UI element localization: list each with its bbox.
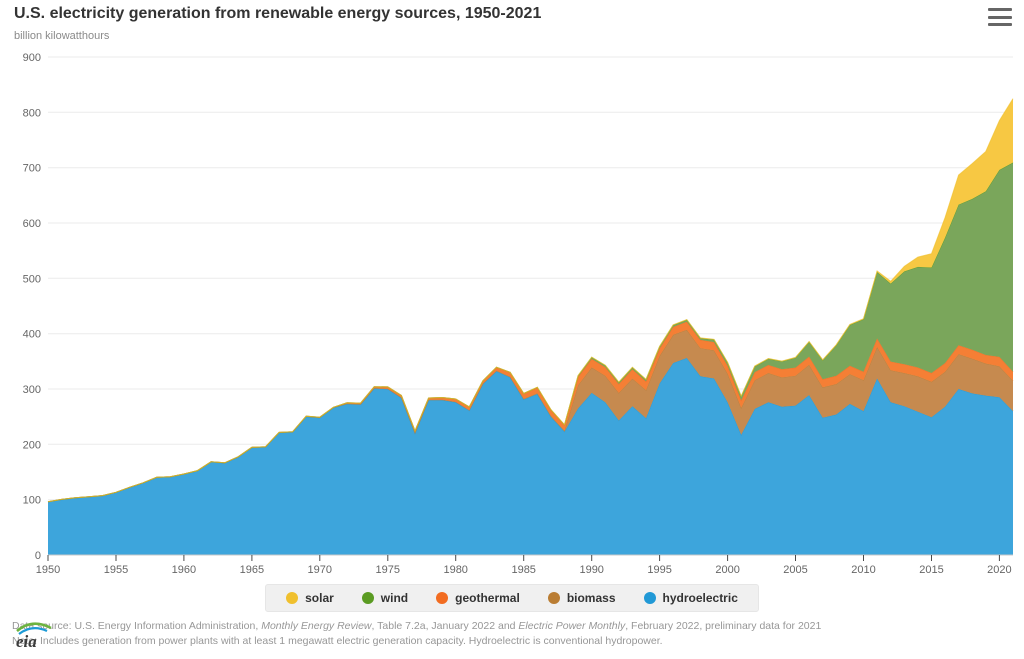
footer-text-segment: Data source: U.S. Energy Information Adm… <box>12 620 262 632</box>
x-axis-label: 1990 <box>579 564 603 576</box>
eia-logo-text: eia <box>16 632 37 651</box>
menu-bar <box>988 15 1012 19</box>
eia-logo: eia <box>16 622 52 651</box>
footer: eia Data source: U.S. Energy Information… <box>12 619 821 651</box>
x-axis-label: 2000 <box>715 564 739 576</box>
y-axis-label: 0 <box>35 550 41 562</box>
footer-text-segment: Electric Power Monthly <box>518 620 626 632</box>
x-axis-label: 1970 <box>308 564 332 576</box>
geothermal-legend-dot-icon <box>436 592 449 604</box>
x-axis-label: 1975 <box>376 564 400 576</box>
y-axis-label: 700 <box>23 163 41 175</box>
y-axis-label: 200 <box>23 439 41 451</box>
legend-item-biomass[interactable]: biomass <box>547 591 616 605</box>
wind-legend-dot-icon <box>361 592 374 604</box>
y-axis-label: 900 <box>23 52 41 64</box>
legend-label: geothermal <box>455 591 520 605</box>
footer-text-segment: , February 2022, preliminary data for 20… <box>625 620 822 632</box>
footer-text-segment: Note: Includes generation from power pla… <box>12 635 663 647</box>
y-axis-label: 100 <box>23 495 41 507</box>
data-source-note: Data source: U.S. Energy Information Adm… <box>12 619 821 634</box>
x-axis-label: 2010 <box>851 564 875 576</box>
legend-label: solar <box>305 591 334 605</box>
y-axis-label: 600 <box>23 218 41 230</box>
x-axis-label: 1985 <box>511 564 535 576</box>
x-axis-label: 2015 <box>919 564 943 576</box>
y-axis-label: 400 <box>23 329 41 341</box>
area-line-solar <box>47 98 1014 503</box>
legend-item-geothermal[interactable]: geothermal <box>436 591 520 605</box>
x-axis-label: 1950 <box>36 564 60 576</box>
x-axis-label: 1995 <box>647 564 671 576</box>
area-hydroelectric[interactable] <box>48 358 1013 555</box>
legend: solar wind geothermal biomass hydroelectric <box>0 584 1024 612</box>
chart-subtitle: billion kilowatthours <box>14 30 110 42</box>
menu-bar <box>988 23 1012 26</box>
footnote: Note: Includes generation from power pla… <box>12 634 821 649</box>
legend-item-wind[interactable]: wind <box>361 591 409 605</box>
y-axis-label: 300 <box>23 384 41 396</box>
footer-text: Data source: U.S. Energy Information Adm… <box>12 619 821 649</box>
biomass-legend-dot-icon <box>547 592 560 604</box>
footer-text-segment: , Table 7.2a, January 2022 and <box>371 620 519 632</box>
legend-item-solar[interactable]: solar <box>286 591 334 605</box>
menu-bar <box>988 8 1012 11</box>
x-axis-label: 2005 <box>783 564 807 576</box>
x-axis-label: 2020 <box>987 564 1011 576</box>
x-axis-label: 1955 <box>104 564 128 576</box>
footer-text-segment: Monthly Energy Review <box>261 620 372 632</box>
legend-item-hydroelectric[interactable]: hydroelectric <box>643 591 738 605</box>
legend-label: biomass <box>566 591 616 605</box>
y-axis-label: 500 <box>23 273 41 285</box>
y-axis-label: 800 <box>23 107 41 119</box>
solar-legend-dot-icon <box>286 592 299 604</box>
stacked-area-plot: 0 100 200 300 400 500 600 700 800 900 1950 1955 1960… <box>23 52 1014 576</box>
x-axis-label: 1980 <box>443 564 467 576</box>
x-axis-label: 1965 <box>240 564 264 576</box>
x-axis-label: 1960 <box>172 564 196 576</box>
area-geothermal[interactable] <box>48 321 1013 502</box>
legend-label: wind <box>380 591 409 605</box>
hamburger-menu-icon[interactable] <box>988 8 1012 26</box>
legend-label: hydroelectric <box>662 591 738 605</box>
chart-title: U.S. electricity generation from renewab… <box>14 5 542 22</box>
legend-box: solar wind geothermal biomass hydroelectric <box>265 584 759 612</box>
hydroelectric-legend-dot-icon <box>643 592 656 604</box>
